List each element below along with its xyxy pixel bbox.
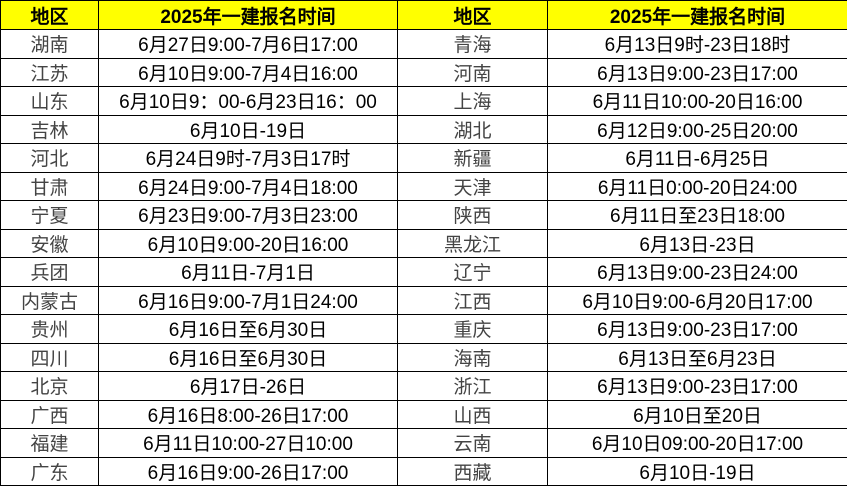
region-cell: 上海: [397, 86, 548, 116]
registration-time-cell: 6月12日9:00-25日20:00: [547, 114, 847, 144]
registration-time-cell: 6月16日至6月30日: [98, 314, 398, 344]
region-cell: 黑龙江: [397, 228, 548, 258]
header-region-right: 地区: [397, 0, 548, 30]
registration-time-cell: 6月13日-23日: [547, 228, 847, 258]
table-row: 福建 6月11日10:00-27日10:00 云南 6月10日09:00-20日17:…: [0, 428, 847, 458]
header-time-right: 2025年一建报名时间: [547, 0, 847, 30]
registration-time-cell: 6月11日10:00-20日16:00: [547, 86, 847, 116]
registration-time-cell: 6月23日9:00-7月3日23:00: [98, 200, 398, 230]
region-cell: 江苏: [0, 57, 99, 87]
table-row: 北京 6月17日-26日 浙江 6月13日9:00-23日17:00: [0, 371, 847, 401]
registration-time-cell: 6月10日9:00-7月4日16:00: [98, 57, 398, 87]
registration-time-cell: 6月16日至6月30日: [98, 342, 398, 372]
region-cell: 广西: [0, 399, 99, 429]
table-row: 兵团 6月11日-7月1日 辽宁 6月13日9:00-23日24:00: [0, 257, 847, 287]
region-cell: 宁夏: [0, 200, 99, 230]
registration-time-cell: 6月13日9:00-23日17:00: [547, 314, 847, 344]
table-row: 广东 6月16日9:00-26日17:00 西藏 6月10日-19日: [0, 456, 847, 486]
table-row: 广西 6月16日8:00-26日17:00 山西 6月10日至20日: [0, 399, 847, 429]
registration-time-cell: 6月24日9时-7月3日17时: [98, 143, 398, 173]
region-cell: 天津: [397, 171, 548, 201]
registration-time-cell: 6月10日9:00-20日16:00: [98, 228, 398, 258]
region-cell: 西藏: [397, 456, 548, 486]
table-row: 安徽 6月10日9:00-20日16:00 黑龙江 6月13日-23日: [0, 228, 847, 258]
registration-time-cell: 6月13日9时-23日18时: [547, 29, 847, 59]
region-cell: 青海: [397, 29, 548, 59]
region-cell: 吉林: [0, 114, 99, 144]
registration-time-cell: 6月24日9:00-7月4日18:00: [98, 171, 398, 201]
registration-time-cell: 6月16日8:00-26日17:00: [98, 399, 398, 429]
region-cell: 贵州: [0, 314, 99, 344]
header-time-left: 2025年一建报名时间: [98, 0, 398, 30]
region-cell: 湖北: [397, 114, 548, 144]
header-row: 地区 2025年一建报名时间 地区 2025年一建报名时间: [0, 0, 847, 30]
registration-time-cell: 6月13日9:00-23日17:00: [547, 57, 847, 87]
registration-time-cell: 6月11日0:00-20日24:00: [547, 171, 847, 201]
table-row: 四川 6月16日至6月30日 海南 6月13日至6月23日: [0, 342, 847, 372]
region-cell: 浙江: [397, 371, 548, 401]
registration-time-cell: 6月11日至23日18:00: [547, 200, 847, 230]
registration-time-cell: 6月27日9:00-7月6日17:00: [98, 29, 398, 59]
region-cell: 河南: [397, 57, 548, 87]
registration-time-cell: 6月11日10:00-27日10:00: [98, 428, 398, 458]
region-cell: 山西: [397, 399, 548, 429]
region-cell: 湖南: [0, 29, 99, 59]
region-cell: 江西: [397, 285, 548, 315]
registration-time-cell: 6月10日9:00-6月20日17:00: [547, 285, 847, 315]
registration-time-cell: 6月10日至20日: [547, 399, 847, 429]
region-cell: 辽宁: [397, 257, 548, 287]
region-cell: 新疆: [397, 143, 548, 173]
registration-time-cell: 6月11日-6月25日: [547, 143, 847, 173]
region-cell: 甘肃: [0, 171, 99, 201]
region-cell: 北京: [0, 371, 99, 401]
table-row: 贵州 6月16日至6月30日 重庆 6月13日9:00-23日17:00: [0, 314, 847, 344]
registration-time-cell: 6月10日9：00-6月23日16：00: [98, 86, 398, 116]
region-cell: 兵团: [0, 257, 99, 287]
registration-time-cell: 6月13日至6月23日: [547, 342, 847, 372]
table-row: 甘肃 6月24日9:00-7月4日18:00 天津 6月11日0:00-20日24:0…: [0, 171, 847, 201]
region-cell: 安徽: [0, 228, 99, 258]
table-body: 湖南 6月27日9:00-7月6日17:00 青海 6月13日9时-23日18时 江苏 6…: [0, 29, 847, 486]
registration-time-cell: 6月13日9:00-23日17:00: [547, 371, 847, 401]
table-row: 吉林 6月10日-19日 湖北 6月12日9:00-25日20:00: [0, 114, 847, 144]
region-cell: 河北: [0, 143, 99, 173]
registration-time-cell: 6月10日-19日: [98, 114, 398, 144]
region-cell: 四川: [0, 342, 99, 372]
table-row: 宁夏 6月23日9:00-7月3日23:00 陕西 6月11日至23日18:00: [0, 200, 847, 230]
registration-time-cell: 6月11日-7月1日: [98, 257, 398, 287]
registration-time-cell: 6月16日9:00-7月1日24:00: [98, 285, 398, 315]
table-row: 内蒙古 6月16日9:00-7月1日24:00 江西 6月10日9:00-6月20日1…: [0, 285, 847, 315]
registration-time-cell: 6月17日-26日: [98, 371, 398, 401]
region-cell: 内蒙古: [0, 285, 99, 315]
region-cell: 山东: [0, 86, 99, 116]
region-cell: 广东: [0, 456, 99, 486]
table-row: 山东 6月10日9：00-6月23日16：00 上海 6月11日10:00-20日16…: [0, 86, 847, 116]
table-row: 湖南 6月27日9:00-7月6日17:00 青海 6月13日9时-23日18时: [0, 29, 847, 59]
header-region-left: 地区: [0, 0, 99, 30]
table-row: 河北 6月24日9时-7月3日17时 新疆 6月11日-6月25日: [0, 143, 847, 173]
registration-time-cell: 6月13日9:00-23日24:00: [547, 257, 847, 287]
region-cell: 云南: [397, 428, 548, 458]
region-cell: 陕西: [397, 200, 548, 230]
region-cell: 重庆: [397, 314, 548, 344]
table-row: 江苏 6月10日9:00-7月4日16:00 河南 6月13日9:00-23日17:0…: [0, 57, 847, 87]
registration-time-cell: 6月16日9:00-26日17:00: [98, 456, 398, 486]
registration-time-cell: 6月10日09:00-20日17:00: [547, 428, 847, 458]
registration-time-cell: 6月10日-19日: [547, 456, 847, 486]
region-cell: 福建: [0, 428, 99, 458]
region-cell: 海南: [397, 342, 548, 372]
